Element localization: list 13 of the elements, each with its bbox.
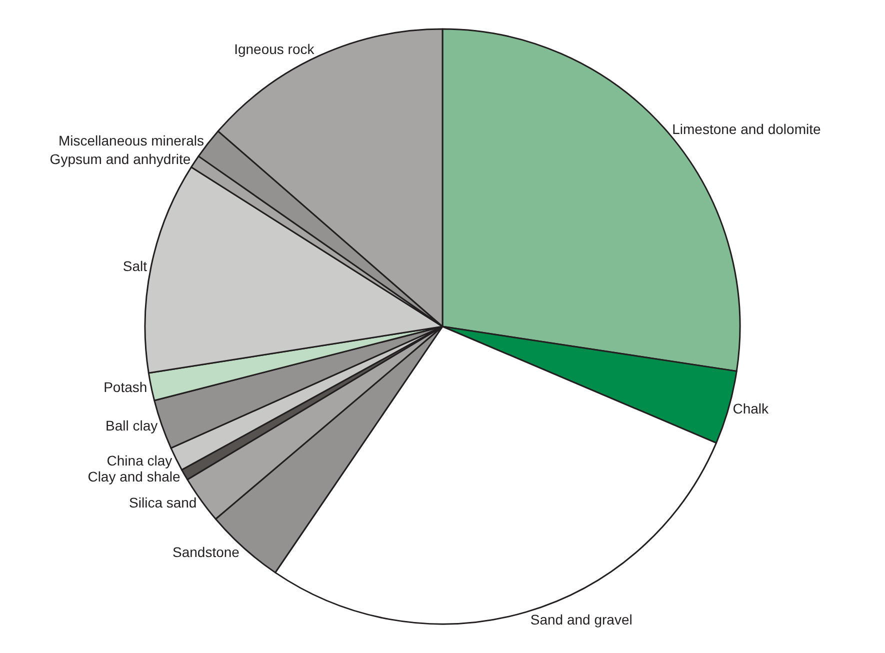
slice-label: Silica sand <box>129 494 197 511</box>
slice-label: Igneous rock <box>234 41 316 58</box>
slice-label: Sandstone <box>172 544 240 560</box>
slice-label: Salt <box>122 258 148 274</box>
slice-label: Ball clay <box>106 418 158 434</box>
slice-label: Chalk <box>732 400 770 416</box>
slice-label: Gypsum and anhydrite <box>50 151 191 168</box>
slice-label: China clay <box>106 452 172 469</box>
slice-label: Clay and shale <box>88 468 181 485</box>
slice-label: Sand and gravel <box>530 611 632 628</box>
slice-label: Limestone and dolomite <box>672 121 821 138</box>
slice-label: Miscellaneous minerals <box>58 132 204 148</box>
slice-label: Potash <box>104 379 148 396</box>
